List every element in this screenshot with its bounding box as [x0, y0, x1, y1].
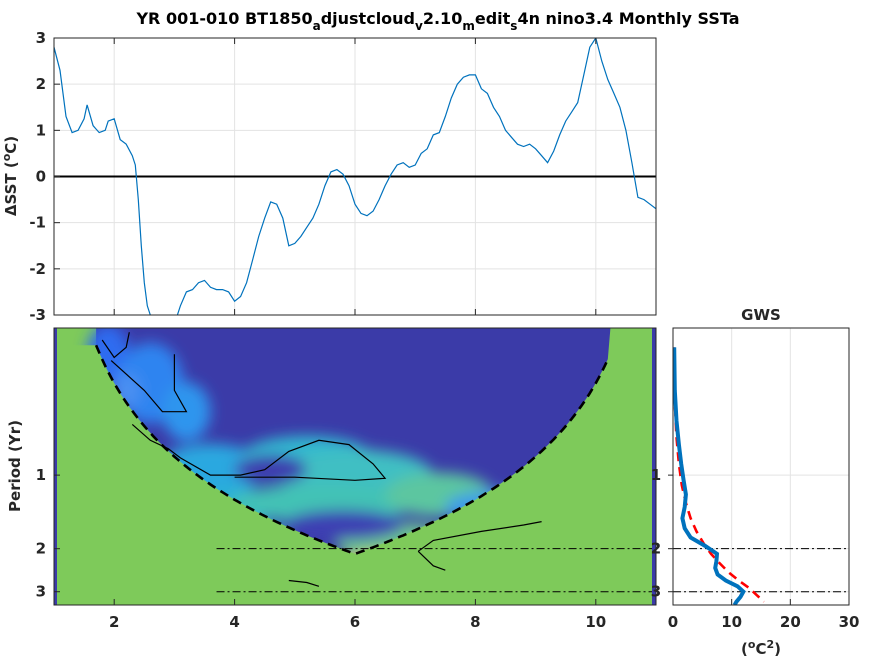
gws-reference-period-lines: [673, 548, 849, 593]
ts-y-tick-label: -3: [29, 306, 46, 324]
significance-contour-line: [131, 423, 387, 481]
significance-contour-line: [110, 354, 188, 413]
wavelet-y-tick-label: 2: [36, 540, 46, 558]
timeseries-y-axis-label: ΔSST (oC): [0, 136, 20, 216]
gws-x-tick-label: 30: [839, 613, 860, 631]
cone-of-influence-line: [94, 344, 609, 556]
wavelet-y-axis-label: Period (Yr): [6, 420, 24, 512]
timeseries-panel: 3 2 1 0 -1 -2 -3 ΔSST (oC): [0, 29, 657, 324]
gws-x-tick-label: 0: [668, 613, 678, 631]
wavelet-y-tick-label: 1: [36, 466, 46, 484]
significance-contour-line: [417, 550, 446, 571]
gws-title: GWS: [741, 306, 781, 324]
ts-y-tick-label: 1: [36, 121, 46, 139]
wavelet-left-strip: [54, 328, 57, 605]
ts-y-tick-label: 3: [36, 29, 46, 47]
significance-contour-line: [288, 579, 320, 587]
gws-axes-background: [673, 328, 849, 605]
ts-y-tick-label: -1: [29, 214, 46, 232]
timeseries-ticks: 3 2 1 0 -1 -2 -3: [29, 29, 597, 324]
wavelet-y-tick-label: 3: [36, 583, 46, 601]
ts-y-tick-label: 0: [36, 168, 46, 186]
wavelet-power-patch: [282, 510, 404, 540]
wavelet-x-tick-label: 2: [109, 613, 119, 631]
gws-x-tick-label: 20: [780, 613, 801, 631]
gws-x-tick-label: 10: [721, 613, 742, 631]
ts-y-tick-label: 2: [36, 75, 46, 93]
wavelet-power-patch: [234, 454, 307, 485]
gws-ticks: 0 10 20 30 1 2 3: [651, 466, 860, 631]
ts-y-tick-label: -2: [29, 260, 46, 278]
gws-panel: 0 10 20 30 1 2 3 GWS (oC2): [651, 306, 860, 656]
reference-period-lines: [216, 548, 656, 593]
cone-of-influence-mask: [54, 345, 656, 605]
gws-spectrum-line: [673, 347, 746, 605]
figure-title: YR 001-010 BT1850adjustcloudv2.10medits4…: [135, 9, 739, 33]
gws-y-tick-label: 2: [651, 540, 661, 558]
wavelet-x-tick-label: 10: [585, 613, 606, 631]
gws-axes-box: [672, 327, 850, 606]
gws-y-tick-label: 3: [651, 583, 661, 601]
significance-contour-line: [101, 332, 130, 359]
sst-anomaly-line: [54, 38, 656, 315]
significance-contour-line: [417, 521, 542, 552]
gws-x-axis-label: (oC2): [741, 638, 781, 656]
wavelet-x-tick-label: 4: [229, 613, 239, 631]
wavelet-right-strip: [652, 328, 656, 605]
wavelet-power-patch: [228, 484, 422, 522]
wavelet-x-tick-label: 6: [350, 613, 360, 631]
cone-of-influence-region: [96, 328, 611, 554]
significance-contours: [101, 332, 542, 587]
wavelet-x-tick-label: 8: [470, 613, 480, 631]
gws-y-tick-label: 1: [651, 466, 661, 484]
